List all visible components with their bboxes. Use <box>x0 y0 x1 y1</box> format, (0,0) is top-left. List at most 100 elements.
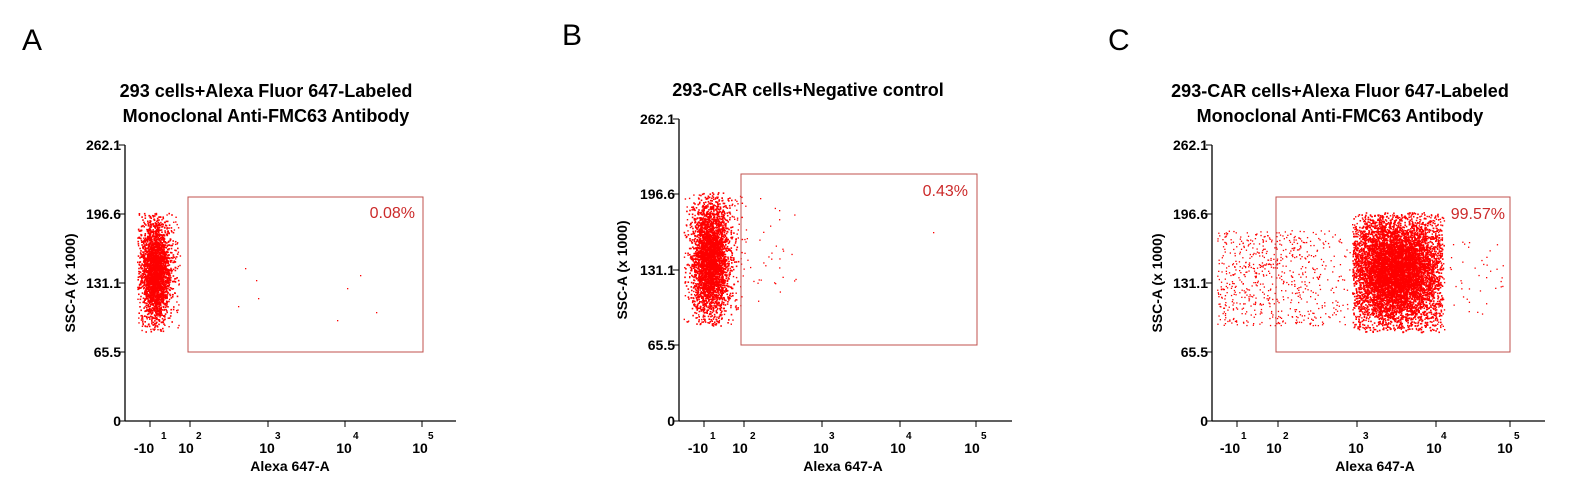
event-dot <box>142 245 145 248</box>
event-dot <box>723 245 726 247</box>
event-dot <box>160 285 163 287</box>
event-dot <box>177 242 179 244</box>
event-dot <box>174 269 177 272</box>
event-dot <box>693 305 696 307</box>
event-dot <box>146 288 149 290</box>
event-dot <box>154 227 157 229</box>
event-dot <box>143 255 146 258</box>
event-dot <box>149 255 152 257</box>
event-dot <box>722 247 724 250</box>
event-dot <box>699 219 701 222</box>
event-dot <box>177 309 179 311</box>
event-dot <box>167 277 169 280</box>
event-dot <box>167 257 170 259</box>
event-dot <box>703 227 705 230</box>
event-dot <box>140 309 142 312</box>
event-dot <box>722 206 725 208</box>
event-dot <box>150 255 153 258</box>
event-dot <box>158 251 161 254</box>
event-dot <box>152 235 154 238</box>
event-dot <box>161 244 163 247</box>
event-dot <box>157 293 160 296</box>
event-dot <box>158 320 161 322</box>
event-dot <box>155 312 158 314</box>
event-dot <box>703 208 706 210</box>
event-dot <box>729 258 732 260</box>
event-dot <box>156 318 159 320</box>
event-dot <box>695 240 698 243</box>
event-dot <box>698 274 700 277</box>
event-dot <box>165 256 167 258</box>
event-dot <box>157 278 159 280</box>
event-dot <box>172 231 175 234</box>
event-dot <box>143 254 146 257</box>
event-dot <box>715 294 718 296</box>
event-dot <box>148 289 151 292</box>
event-dot <box>154 315 157 317</box>
event-dot <box>164 316 166 318</box>
event-dot <box>713 273 715 275</box>
event-dot <box>159 316 161 318</box>
event-dot <box>708 209 710 211</box>
event-dot <box>160 221 162 224</box>
event-dot <box>703 213 706 215</box>
event-dot <box>149 231 152 233</box>
event-dot <box>693 239 696 241</box>
event-dot <box>138 267 140 270</box>
event-dot <box>152 265 154 268</box>
event-dot <box>711 212 714 215</box>
event-dot <box>172 254 175 256</box>
event-dot <box>149 297 152 299</box>
event-dot <box>715 258 717 261</box>
event-dot <box>150 296 152 298</box>
event-dot <box>722 269 724 272</box>
event-dot <box>153 292 156 295</box>
event-dot <box>155 294 157 296</box>
event-dot <box>694 311 696 314</box>
event-dot <box>165 295 168 297</box>
event-dot <box>144 306 146 308</box>
event-dot <box>146 276 148 279</box>
event-dot <box>158 288 161 290</box>
event-dot <box>168 279 170 281</box>
event-dot <box>140 281 142 284</box>
event-dot <box>685 268 687 270</box>
event-dot <box>145 298 147 300</box>
event-dot <box>165 297 167 299</box>
event-dot <box>142 270 144 272</box>
event-dot <box>714 264 716 266</box>
event-dot <box>168 248 170 250</box>
event-dot <box>154 307 156 309</box>
event-dot <box>245 268 247 270</box>
event-dot <box>140 250 142 252</box>
event-dot <box>706 301 709 304</box>
event-dot <box>172 308 175 311</box>
event-dot <box>731 252 734 255</box>
event-dot <box>144 273 146 275</box>
event-dot <box>159 250 161 252</box>
event-dot <box>149 276 151 279</box>
event-dot <box>701 292 703 295</box>
event-dot <box>149 281 152 283</box>
event-dot <box>158 223 160 226</box>
event-dot <box>165 305 168 307</box>
event-dot <box>720 286 722 288</box>
event-dot <box>716 213 718 216</box>
event-dot <box>139 298 142 301</box>
event-dot <box>701 265 704 267</box>
event-dot <box>151 319 153 322</box>
event-dot <box>694 225 697 227</box>
panel-a-x-tick-2: 10 <box>178 440 194 456</box>
event-dot <box>144 321 146 323</box>
event-dot <box>164 286 166 289</box>
event-dot <box>154 296 157 299</box>
event-dot <box>151 260 153 262</box>
event-dot <box>712 235 715 237</box>
event-dot <box>684 271 687 274</box>
event-dot <box>152 321 155 324</box>
event-dot <box>162 238 164 240</box>
event-dot <box>696 244 699 247</box>
event-dot <box>708 299 710 301</box>
event-dot <box>173 280 176 283</box>
event-dot <box>140 319 143 321</box>
